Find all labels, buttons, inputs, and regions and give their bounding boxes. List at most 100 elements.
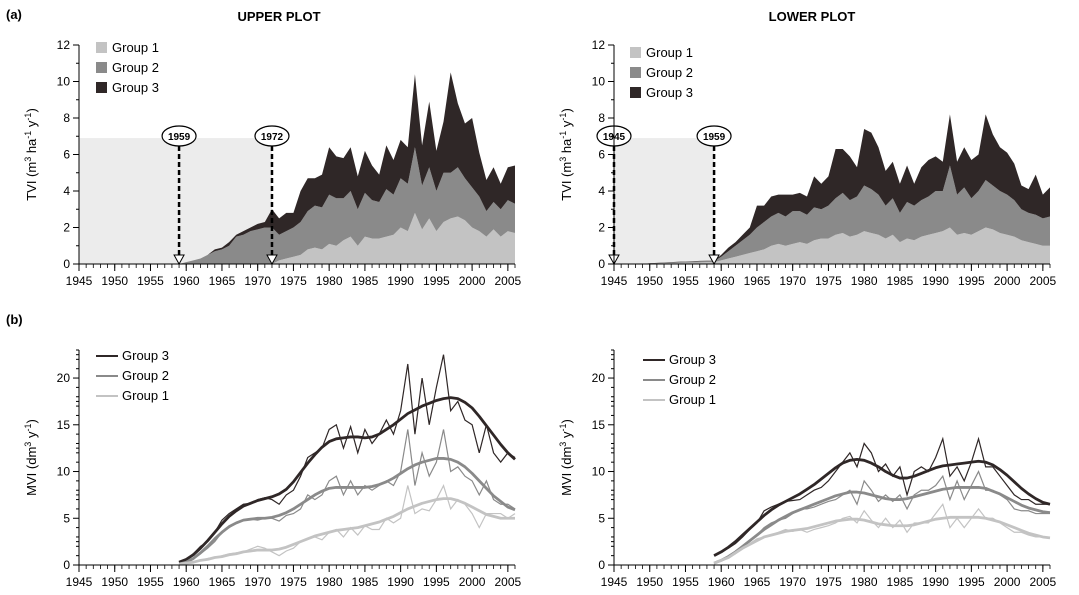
- x-tick-label: 1965: [744, 575, 771, 589]
- y-tick-label: 0: [63, 257, 70, 271]
- raw-line-group-3: [179, 355, 515, 563]
- y-tick-label: 12: [57, 38, 71, 52]
- x-tick-label: 1960: [173, 274, 200, 288]
- legend: Group 1 Group 2 Group 3: [630, 45, 693, 100]
- y-tick-label: 15: [592, 418, 606, 432]
- legend-swatch-group-3: [96, 82, 107, 93]
- x-tick-label: 1945: [601, 274, 628, 288]
- x-tick-label: 2000: [994, 274, 1021, 288]
- x-tick-label: 1990: [387, 274, 414, 288]
- x-tick-label: 1990: [922, 575, 949, 589]
- x-tick-label: 1970: [244, 274, 271, 288]
- smooth-line-group-3: [179, 398, 515, 563]
- x-tick-label: 1975: [815, 575, 842, 589]
- y-axis-label: MVI (dm3 y-1): [558, 419, 574, 496]
- y-tick-label: 10: [592, 75, 606, 89]
- x-tick-label: 2000: [459, 274, 486, 288]
- x-tick-label: 1995: [958, 274, 985, 288]
- legend-label-group-3: Group 3: [122, 348, 169, 363]
- y-tick-label: 4: [598, 184, 605, 198]
- x-tick-label: 1970: [244, 575, 271, 589]
- y-tick-label: 2: [598, 221, 605, 235]
- y-tick-label: 12: [592, 38, 606, 52]
- x-tick-label: 1955: [672, 575, 699, 589]
- raw-line-group-1: [714, 504, 1050, 564]
- x-tick-label: 2005: [1030, 575, 1057, 589]
- x-tick-label: 1975: [280, 274, 307, 288]
- x-tick-label: 1955: [137, 274, 164, 288]
- smooth-line-group-2: [179, 458, 515, 564]
- x-tick-label: 2005: [495, 274, 522, 288]
- y-tick-label: 8: [63, 111, 70, 125]
- x-tick-label: 1950: [636, 274, 663, 288]
- x-tick-label: 1950: [101, 575, 128, 589]
- x-tick-label: 1955: [137, 575, 164, 589]
- x-tick-label: 1945: [66, 575, 93, 589]
- y-tick-label: 10: [57, 465, 71, 479]
- x-tick-label: 1980: [316, 274, 343, 288]
- legend-label-group-1: Group 1: [669, 392, 716, 407]
- x-tick-label: 1945: [66, 274, 93, 288]
- x-tick-label: 1980: [851, 575, 878, 589]
- mvi-upper-chart: 0 5 10 15 20 1945 1950 1955 1960 1965 1970 1975 1980…: [23, 348, 522, 589]
- x-tick-label: 1960: [708, 575, 735, 589]
- x-tick-label: 1985: [887, 575, 914, 589]
- legend-label-group-3: Group 3: [669, 352, 716, 367]
- legend-label-group-2: Group 2: [122, 368, 169, 383]
- x-tick-label: 1985: [887, 274, 914, 288]
- y-tick-label: 6: [63, 148, 70, 162]
- legend-label-group-1: Group 1: [112, 40, 159, 55]
- raw-line-group-2: [714, 472, 1050, 565]
- x-tick-label: 1970: [779, 575, 806, 589]
- y-tick-label: 20: [592, 371, 606, 385]
- x-tick-label: 1980: [316, 575, 343, 589]
- y-tick-label: 20: [57, 371, 71, 385]
- legend-label-group-1: Group 1: [122, 388, 169, 403]
- x-tick-label: 2005: [1030, 274, 1057, 288]
- y-tick-label: 6: [598, 148, 605, 162]
- y-tick-label: 5: [63, 511, 70, 525]
- y-tick-label: 10: [592, 465, 606, 479]
- event-label-1972: 1972: [261, 132, 284, 143]
- x-tick-label: 2005: [495, 575, 522, 589]
- panel-label-b: (b): [6, 312, 23, 327]
- legend-label-group-3: Group 3: [646, 85, 693, 100]
- x-tick-label: 1980: [851, 274, 878, 288]
- y-axis-label: TVI (m3 ha-1 y-1): [558, 108, 574, 201]
- y-tick-label: 5: [598, 511, 605, 525]
- y-axis-label: MVI (dm3 y-1): [23, 419, 39, 496]
- y-tick-label: 15: [57, 418, 71, 432]
- x-tick-label: 1960: [708, 274, 735, 288]
- x-tick-label: 1975: [815, 274, 842, 288]
- raw-line-group-2: [179, 429, 515, 564]
- legend-label-group-3: Group 3: [112, 80, 159, 95]
- y-tick-label: 0: [63, 558, 70, 572]
- legend: Group 3 Group 2 Group 1: [643, 352, 716, 407]
- x-tick-label: 2000: [994, 575, 1021, 589]
- x-tick-label: 1950: [101, 274, 128, 288]
- legend-label-group-2: Group 2: [646, 65, 693, 80]
- tvi-upper-chart: 1959 1972 0 2 4 6 8 10 12 1945 1950 1955 1960 1965 197…: [23, 38, 522, 288]
- x-tick-label: 1965: [209, 575, 236, 589]
- smooth-line-group-1: [714, 517, 1050, 563]
- lower-plot-title: LOWER PLOT: [769, 9, 856, 24]
- legend-label-group-2: Group 2: [669, 372, 716, 387]
- x-tick-label: 1965: [744, 274, 771, 288]
- x-tick-label: 1970: [779, 274, 806, 288]
- mvi-lower-chart: 0 5 10 15 20 1945 1950 1955 1960 1965 1970 1975 1980…: [558, 350, 1057, 589]
- legend-swatch-group-2: [96, 62, 107, 73]
- shaded-band: [614, 138, 714, 264]
- legend-swatch-group-2: [630, 67, 641, 78]
- x-tick-label: 1965: [209, 274, 236, 288]
- legend-swatch-group-3: [630, 87, 641, 98]
- y-tick-label: 0: [598, 257, 605, 271]
- x-tick-label: 1950: [636, 575, 663, 589]
- x-tick-label: 1995: [423, 274, 450, 288]
- raw-line-group-1: [179, 486, 515, 565]
- x-tick-label: 1955: [672, 274, 699, 288]
- x-tick-label: 1990: [922, 274, 949, 288]
- legend-label-group-2: Group 2: [112, 60, 159, 75]
- y-axis-label: TVI (m3 ha-1 y-1): [23, 108, 39, 201]
- legend: Group 1 Group 2 Group 3: [96, 40, 159, 95]
